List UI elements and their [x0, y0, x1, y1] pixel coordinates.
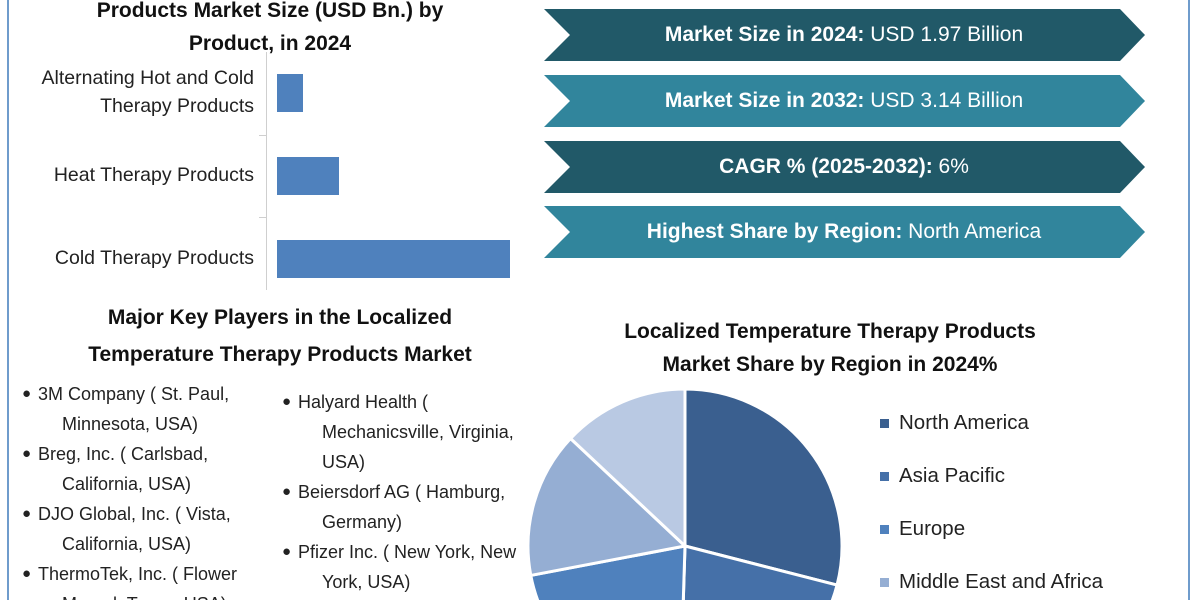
ribbon-text: Market Size in 2024: USD 1.97 Billion [544, 9, 1144, 61]
legend-swatch-icon [880, 578, 889, 587]
bar-cold [277, 240, 510, 278]
ribbon-arrow-shape [544, 9, 1145, 61]
key-player-text: DJO Global, Inc. ( Vista, [38, 504, 231, 524]
key-player-text: USA) [322, 452, 366, 472]
bar-chart-title: Products Market Size (USD Bn.) by Produc… [20, 0, 520, 60]
stat-ribbon: Highest Share by Region: North America [544, 206, 1145, 258]
bullet-icon: ● [22, 505, 32, 522]
key-player-text: York, USA) [322, 572, 411, 592]
key-player-text: Beiersdorf AG ( Hamburg, [298, 482, 506, 502]
key-player-text: Halyard Health ( [298, 392, 429, 412]
legend-label: Europe [899, 517, 966, 540]
pie-slice-europe [529, 544, 687, 600]
ribbon-arrow-shape [544, 75, 1145, 127]
frame-border-left [7, 0, 9, 600]
ribbon-text: Highest Share by Region: North America [544, 206, 1144, 258]
key-player-text: Germany) [322, 512, 403, 532]
bar-chart-tick [259, 135, 267, 136]
key-player-item: ● ThermoTek, Inc. ( Flower Mound, Texas, U… [22, 559, 282, 600]
frame-border-right [1188, 0, 1190, 600]
legend-label: North America [899, 411, 1029, 434]
ribbon-arrow-shape [544, 206, 1145, 258]
stat-ribbon: Market Size in 2024: USD 1.97 Billion [544, 9, 1145, 61]
key-players-title: Major Key Players in the Localized Tempe… [20, 299, 540, 373]
ribbon-label: Market Size in 2032: [664, 89, 865, 112]
ribbon-value: 6% [932, 155, 969, 178]
key-player-item: ● Pfizer Inc. ( New York, New York, USA) [282, 537, 552, 597]
ribbon-label: Highest Share by Region: [646, 220, 903, 243]
key-player-text: Pfizer Inc. ( New York, New [298, 542, 517, 562]
bullet-icon: ● [282, 543, 292, 560]
bar-chart-axis [266, 52, 267, 290]
bullet-icon: ● [282, 483, 292, 500]
ribbon-value: USD 3.14 Billion [864, 89, 1024, 112]
ribbon-value: USD 1.97 Billion [864, 23, 1024, 46]
legend-swatch-icon [880, 419, 889, 428]
key-player-item: ● Breg, Inc. ( Carlsbad, California, USA) [22, 439, 282, 499]
legend-item: Asia Pacific [880, 458, 1103, 511]
key-player-item: ● Halyard Health ( Mechanicsville, Virgini… [282, 387, 552, 477]
key-player-text: Mechanicsville, Virginia, [322, 422, 514, 442]
legend-label: Middle East and Africa [899, 570, 1103, 593]
key-players-title-line1: Major Key Players in the Localized [107, 306, 453, 329]
pie-slice-middle-east-and-africa [526, 436, 689, 578]
key-player-item: ● Beiersdorf AG ( Hamburg, Germany) [282, 477, 552, 537]
stat-ribbon: CAGR % (2025-2032): 6% [544, 141, 1145, 193]
pie-slice-asia-pacific [681, 544, 839, 600]
key-players-title-line2: Temperature Therapy Products Market [88, 343, 472, 366]
pie-legend: North America Asia Pacific Europe Middle Ea… [880, 405, 1103, 600]
ribbon-label: CAGR % (2025-2032): [719, 155, 933, 178]
bar-label-alternating: Alternating Hot and Cold Therapy Products [41, 67, 254, 117]
key-player-item: ● DJO Global, Inc. ( Vista, California, US… [22, 499, 282, 559]
ribbon-arrow-shape [544, 141, 1145, 193]
bar-label-cold: Cold Therapy Products [54, 247, 254, 269]
bullet-icon: ● [22, 445, 32, 462]
key-player-text: ThermoTek, Inc. ( Flower [38, 564, 238, 584]
key-player-text: California, USA) [62, 534, 192, 554]
legend-swatch-icon [880, 472, 889, 481]
pie-chart-title-line2: Market Share by Region in 2024% [662, 353, 998, 376]
legend-item: Europe [880, 511, 1103, 564]
bar-heat [277, 157, 339, 195]
pie-slice-south-america [568, 387, 687, 550]
stat-ribbon: Market Size in 2032: USD 3.14 Billion [544, 75, 1145, 127]
ribbon-value: North America [902, 220, 1042, 243]
bar-alternating [277, 74, 303, 112]
bullet-icon: ● [282, 393, 292, 410]
key-player-text: California, USA) [62, 474, 192, 494]
key-player-text: Mound, Texas, USA) [38, 589, 282, 600]
pie-slice-north-america [683, 387, 844, 587]
bar-chart-title-line1: Products Market Size (USD Bn.) by [96, 0, 444, 22]
ribbon-text: Market Size in 2032: USD 3.14 Billion [544, 75, 1144, 127]
bar-label-heat: Heat Therapy Products [53, 164, 254, 186]
bullet-icon: ● [22, 385, 32, 402]
key-player-text: Breg, Inc. ( Carlsbad, [38, 444, 209, 464]
ribbon-label: Market Size in 2024: [664, 23, 865, 46]
pie-chart-title-line1: Localized Temperature Therapy Products [624, 320, 1036, 343]
pie-chart-title: Localized Temperature Therapy Products M… [580, 315, 1080, 381]
key-player-text: 3M Company ( St. Paul, [38, 384, 230, 404]
ribbon-text: CAGR % (2025-2032): 6% [544, 141, 1144, 193]
key-players-list-col1: ● 3M Company ( St. Paul, Minnesota, USA) ● B… [22, 379, 282, 600]
key-player-item: ● 3M Company ( St. Paul, Minnesota, USA) [22, 379, 282, 439]
legend-item: North America [880, 405, 1103, 458]
bar-chart-title-line2: Product, in 2024 [188, 32, 352, 55]
legend-label: Asia Pacific [899, 464, 1005, 487]
legend-item: Middle East and Africa [880, 564, 1103, 600]
key-players-list-col2: ● Halyard Health ( Mechanicsville, Virgini… [282, 387, 552, 597]
bar-chart-tick [259, 217, 267, 218]
legend-swatch-icon [880, 525, 889, 534]
key-player-text: Minnesota, USA) [62, 414, 199, 434]
bullet-icon: ● [22, 565, 32, 582]
